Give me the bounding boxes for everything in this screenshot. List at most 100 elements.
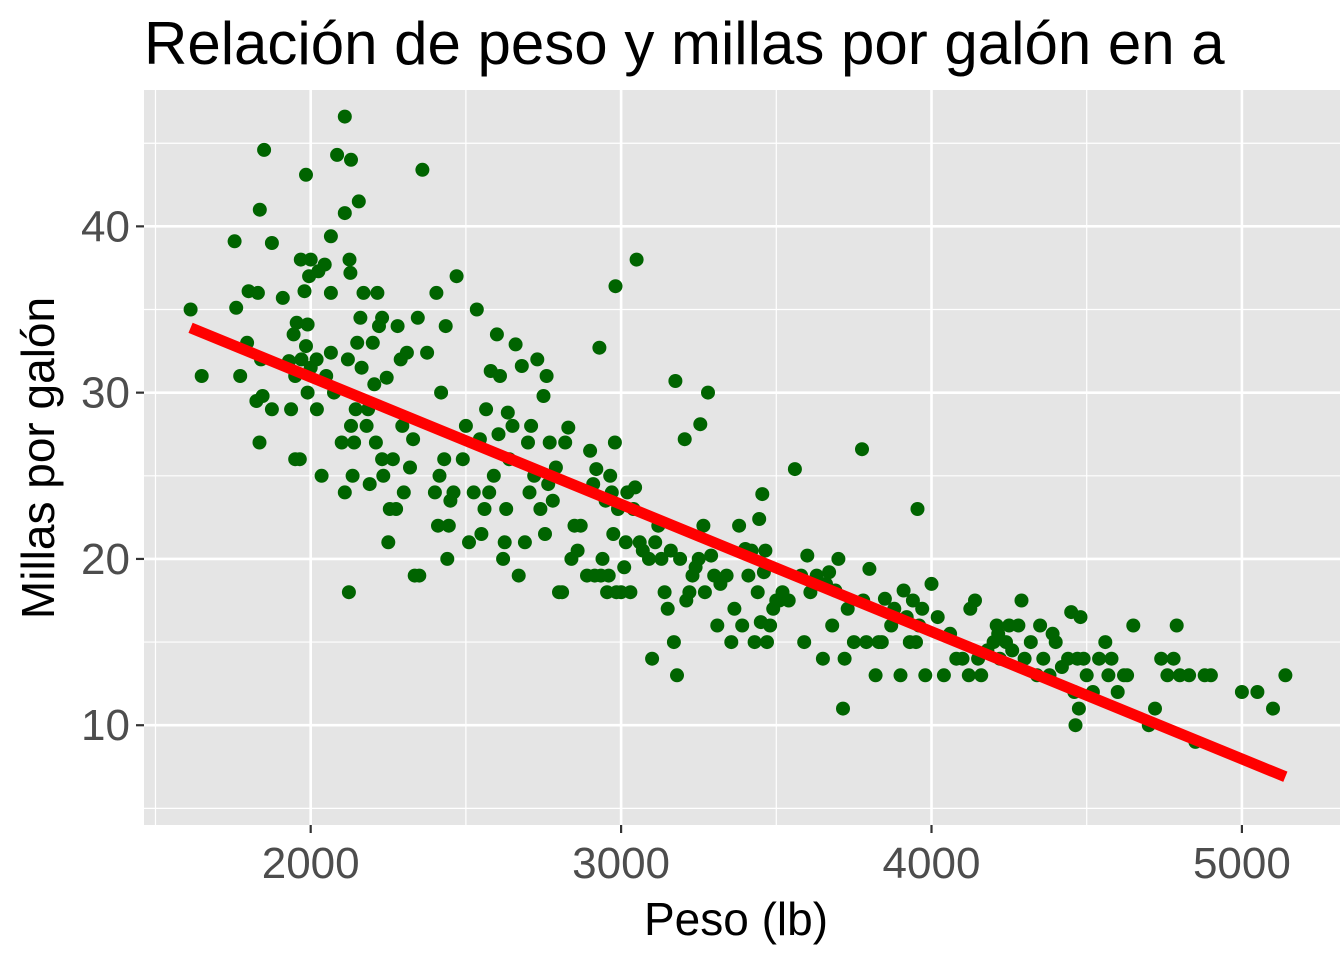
data-point (497, 535, 512, 550)
data-point (607, 435, 622, 450)
data-point (570, 543, 585, 558)
data-point (831, 551, 846, 566)
data-point (1120, 668, 1135, 683)
data-point (1092, 651, 1107, 666)
data-point (183, 302, 198, 317)
data-point (603, 468, 618, 483)
data-point (538, 527, 552, 541)
data-point (517, 535, 532, 550)
data-point (353, 310, 368, 325)
data-point (840, 601, 855, 616)
data-point (466, 485, 481, 500)
data-point (732, 518, 747, 533)
data-point (446, 485, 461, 500)
data-point (846, 635, 861, 650)
data-point (974, 668, 989, 683)
data-point (275, 290, 290, 305)
data-point (294, 352, 309, 367)
data-point (344, 152, 358, 167)
data-point (289, 315, 304, 330)
data-point (727, 601, 742, 616)
data-point (348, 402, 363, 417)
data-point (227, 234, 242, 249)
data-point (936, 668, 951, 683)
data-point (558, 435, 573, 450)
data-point (648, 535, 663, 550)
data-point (693, 417, 708, 432)
data-point (300, 317, 315, 332)
data-point (323, 229, 338, 244)
data-point (300, 385, 315, 400)
data-point (1017, 651, 1032, 666)
data-point (376, 468, 391, 483)
data-point (469, 302, 484, 317)
data-point (704, 548, 719, 563)
data-point (257, 142, 272, 157)
data-point (561, 420, 576, 435)
data-point (752, 512, 767, 526)
data-point (893, 668, 908, 683)
data-point (606, 527, 621, 541)
data-point (396, 485, 411, 500)
data-point (486, 468, 501, 483)
data-point (924, 576, 939, 591)
data-point (583, 443, 598, 458)
data-point (822, 565, 837, 580)
x-tick-label: 5000 (1193, 839, 1291, 888)
data-point (412, 568, 427, 583)
data-point (323, 285, 338, 300)
data-point (1250, 685, 1265, 699)
data-point (836, 701, 850, 716)
data-point (1154, 651, 1169, 666)
data-point (375, 452, 390, 467)
data-point (427, 485, 442, 500)
data-point (284, 402, 299, 417)
data-point (250, 285, 265, 300)
data-point (595, 551, 610, 566)
data-point (233, 369, 248, 383)
data-point (303, 252, 318, 267)
data-point (359, 418, 374, 433)
data-point (344, 418, 358, 433)
data-point (1234, 685, 1249, 699)
data-point (755, 487, 770, 502)
data-point (1148, 701, 1162, 716)
data-point (710, 618, 725, 633)
data-point (389, 502, 404, 516)
data-point (415, 162, 430, 177)
x-axis: 2000 3000 4000 5000 (262, 825, 1291, 888)
data-point (462, 535, 476, 550)
plot-panel (144, 90, 1340, 825)
data-point (255, 389, 270, 403)
data-point (797, 635, 812, 650)
data-point (1036, 651, 1051, 666)
data-point (815, 651, 830, 666)
data-point (601, 568, 616, 583)
data-point (252, 202, 267, 217)
data-point (399, 345, 414, 360)
data-point (905, 593, 920, 608)
data-point (735, 618, 750, 633)
data-point (642, 551, 656, 566)
data-point (420, 345, 435, 360)
data-point (482, 485, 497, 500)
data-point (855, 442, 869, 457)
data-point (660, 601, 675, 616)
data-point (264, 236, 279, 250)
data-point (511, 568, 526, 583)
data-point (330, 147, 345, 162)
data-point (410, 310, 425, 325)
data-point (955, 651, 970, 666)
data-point (514, 359, 529, 373)
data-point (677, 432, 692, 447)
x-tick-label: 4000 (883, 839, 981, 888)
data-point (489, 327, 504, 342)
data-point (930, 610, 945, 625)
data-point (1110, 685, 1125, 699)
data-point (1098, 635, 1113, 650)
data-point (741, 568, 756, 583)
data-point (592, 340, 607, 355)
data-point (539, 369, 554, 383)
data-point (496, 551, 511, 566)
